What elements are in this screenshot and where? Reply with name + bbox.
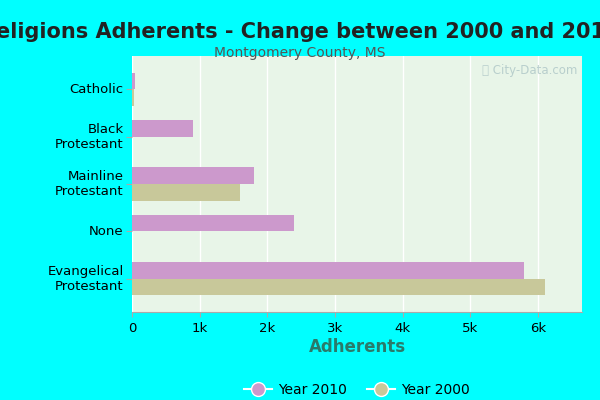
Text: Montgomery County, MS: Montgomery County, MS (214, 46, 386, 60)
Bar (132, 168, 254, 184)
Bar (132, 184, 240, 200)
Text: Religions Adherents - Change between 2000 and 2010: Religions Adherents - Change between 200… (0, 22, 600, 42)
Bar (132, 72, 136, 89)
Bar (132, 215, 295, 232)
Bar (132, 120, 193, 136)
Bar (132, 262, 524, 279)
Bar (132, 89, 134, 106)
Legend: Year 2010, Year 2000: Year 2010, Year 2000 (239, 377, 475, 400)
Text: ⓘ City-Data.com: ⓘ City-Data.com (482, 64, 577, 77)
Bar (132, 279, 545, 296)
X-axis label: Adherents: Adherents (308, 338, 406, 356)
